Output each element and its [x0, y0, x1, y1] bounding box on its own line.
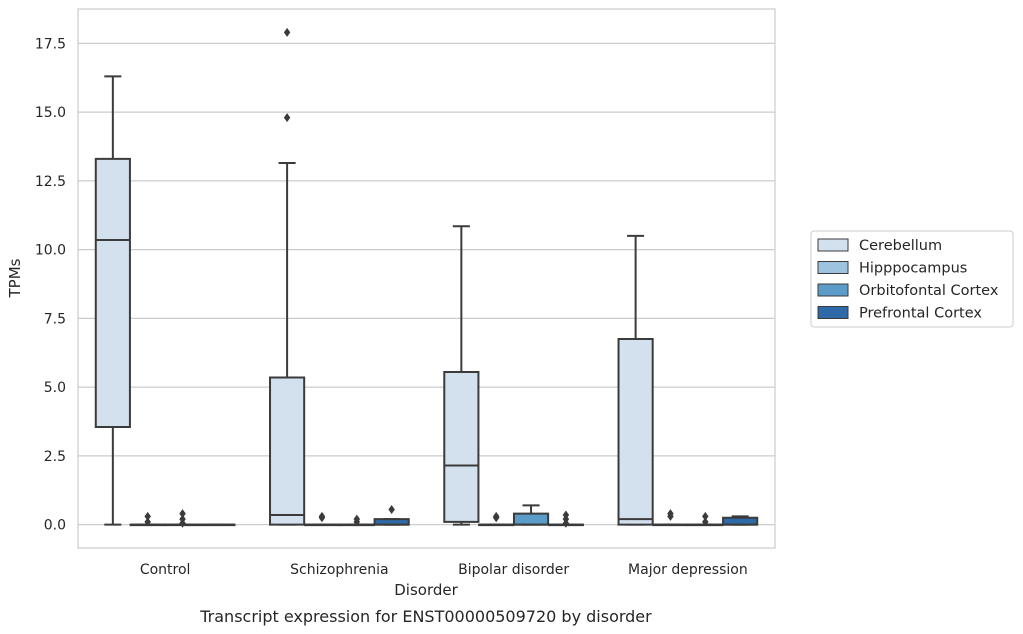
x-tick-label: Major depression	[628, 562, 748, 578]
y-axis-label: TPMs	[6, 258, 24, 298]
box-prefrontal-cortex	[547, 510, 584, 528]
box-iqr	[722, 516, 759, 526]
outlier-point	[179, 509, 186, 519]
y-tick-label: 10.0	[35, 243, 66, 259]
box-orbitofontal-cortex	[687, 511, 724, 527]
box-cerebellum	[94, 75, 131, 526]
y-tick-label: 7.5	[44, 311, 66, 327]
x-tick-label: Schizophrenia	[290, 562, 388, 578]
outlier-point	[318, 511, 326, 521]
box-iqr	[94, 157, 131, 428]
box-hipppocampus	[129, 511, 166, 527]
box-hipppocampus	[478, 511, 515, 527]
y-tick-labels: 0.0 2.5 5.0 7.5 10.0 12.5 15.0 17.5	[35, 36, 66, 533]
legend-frame	[810, 230, 1014, 328]
box-cerebellum	[617, 234, 654, 526]
outlier-point	[283, 27, 291, 37]
grid-lines	[78, 42, 775, 526]
box-orbitofontal-cortex	[512, 504, 550, 526]
outlier-point	[353, 514, 361, 524]
legend: Cerebellum Hipppocampus Orbitofontal Corte…	[810, 230, 1014, 328]
outlier-point	[144, 517, 151, 527]
box-plot-marks	[94, 27, 759, 528]
outlier-point	[388, 505, 395, 514]
outlier-point	[562, 510, 570, 520]
y-tick-label: 0.0	[44, 518, 66, 534]
x-axis-label: Disorder	[394, 581, 458, 599]
figure-caption: Transcript expression for ENST0000050972…	[199, 607, 652, 626]
x-tick-label: Bipolar disorder	[458, 562, 569, 578]
plot-area-frame	[77, 8, 776, 549]
y-tick-label: 2.5	[44, 449, 66, 465]
box-iqr	[443, 371, 480, 523]
outlier-point	[702, 517, 709, 527]
box-orbitofontal-cortex	[338, 514, 375, 527]
box-iqr	[269, 376, 306, 526]
box-prefrontal-cortex	[373, 505, 410, 526]
box-cerebellum	[443, 225, 480, 526]
box-prefrontal-cortex	[199, 523, 236, 527]
box-hipppocampus	[652, 509, 689, 527]
box-iqr	[512, 512, 550, 526]
outlier-point	[667, 509, 674, 519]
y-tick-label: 15.0	[35, 105, 66, 121]
y-tick-label: 5.0	[44, 380, 66, 396]
outlier-point	[144, 511, 151, 521]
legend-label: Hipppocampus	[859, 261, 967, 277]
legend-swatch	[817, 261, 849, 274]
legend-swatch	[817, 283, 849, 297]
outlier-point	[492, 511, 500, 521]
y-tick-label: 17.5	[35, 36, 66, 52]
outlier-point	[283, 113, 291, 123]
box-hipppocampus	[303, 511, 341, 527]
x-tick-label: Control	[140, 562, 191, 578]
y-tick-label: 12.5	[35, 174, 66, 190]
outlier-point	[702, 511, 709, 521]
box-orbitofontal-cortex	[164, 509, 201, 528]
legend-label: Prefrontal Cortex	[859, 306, 982, 322]
legend-swatch	[817, 238, 849, 252]
legend-swatch	[817, 306, 849, 319]
legend-label: Orbitofontal Cortex	[859, 283, 999, 299]
box-iqr	[617, 338, 654, 526]
x-tick-labels: Control Schizophrenia Bipolar disorder Majo…	[140, 562, 748, 578]
outlier-point	[179, 514, 186, 524]
box-cerebellum	[269, 27, 306, 526]
legend-label: Cerebellum	[859, 238, 942, 254]
box-prefrontal-cortex	[722, 515, 759, 526]
